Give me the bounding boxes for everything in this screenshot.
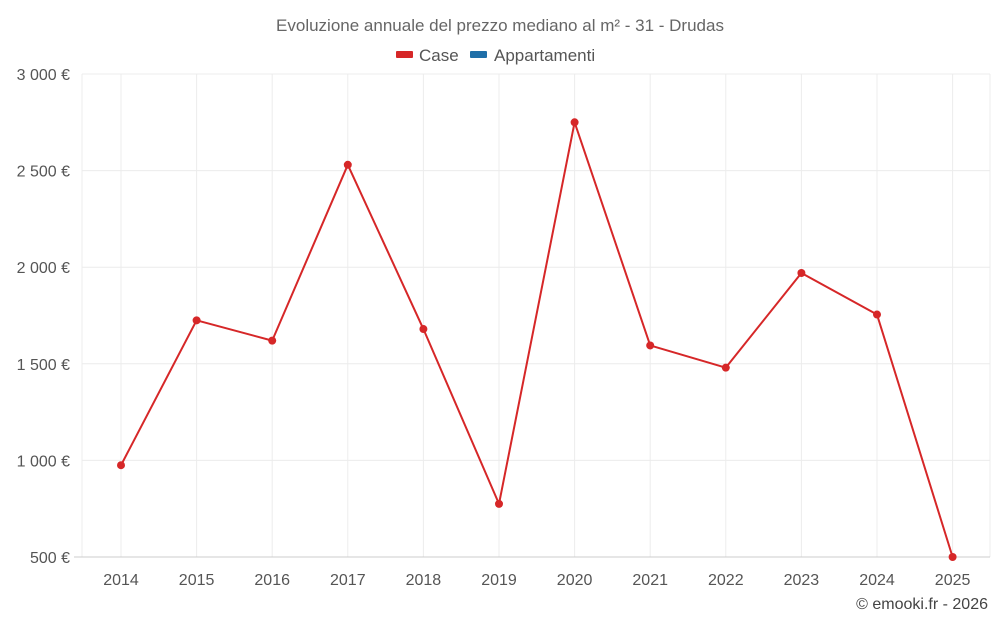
- data-point[interactable]: [343, 160, 352, 169]
- x-tick-label: 2020: [557, 572, 593, 589]
- data-point[interactable]: [268, 336, 277, 345]
- data-point[interactable]: [646, 341, 655, 350]
- data-point[interactable]: [721, 363, 730, 372]
- data-point[interactable]: [570, 118, 579, 127]
- legend: Case Appartamenti: [396, 46, 595, 65]
- y-tick-label: 500 €: [30, 550, 70, 567]
- y-axis-ticks: 500 € 1 000 € 1 500 € 2 000 € 2 500 € 3 000 €: [17, 67, 70, 567]
- x-tick-label: 2016: [254, 572, 290, 589]
- legend-label-case[interactable]: Case: [419, 46, 459, 65]
- x-tick-label: 2018: [406, 572, 442, 589]
- data-point[interactable]: [948, 553, 957, 561]
- x-tick-label: 2021: [632, 572, 668, 589]
- x-tick-label: 2022: [708, 572, 744, 589]
- data-point[interactable]: [797, 268, 806, 277]
- y-tick-label: 3 000 €: [17, 67, 70, 84]
- y-gridlines: [82, 73, 990, 461]
- x-axis-ticks: 2014 2015 2016 2017 2018 2019 2020 2021 2022 2023…: [103, 572, 970, 589]
- series-line-case: [120, 121, 954, 558]
- y-tick-label: 1 500 €: [17, 357, 70, 374]
- x-tick-label: 2025: [935, 572, 971, 589]
- chart-title: Evoluzione annuale del prezzo mediano al…: [276, 16, 724, 35]
- x-tick-label: 2019: [481, 572, 517, 589]
- x-tick-label: 2015: [179, 572, 215, 589]
- x-tick-label: 2024: [859, 572, 895, 589]
- x-tick-label: 2017: [330, 572, 366, 589]
- x-gridlines: [81, 73, 991, 557]
- legend-swatch-case: [396, 51, 413, 58]
- data-point[interactable]: [873, 310, 881, 319]
- legend-swatch-appartamenti: [470, 51, 487, 58]
- y-tick-label: 2 500 €: [17, 164, 70, 181]
- data-point[interactable]: [192, 316, 201, 325]
- data-point[interactable]: [419, 325, 428, 334]
- x-tick-label: 2014: [103, 572, 139, 589]
- data-point[interactable]: [117, 461, 125, 470]
- series-layer: [117, 118, 957, 561]
- data-point[interactable]: [495, 499, 503, 508]
- y-tick-label: 2 000 €: [17, 260, 70, 277]
- x-tick-label: 2023: [784, 572, 820, 589]
- legend-label-appartamenti[interactable]: Appartamenti: [494, 46, 595, 65]
- y-tick-label: 1 000 €: [17, 453, 70, 470]
- credit-text: © emooki.fr - 2026: [856, 596, 988, 613]
